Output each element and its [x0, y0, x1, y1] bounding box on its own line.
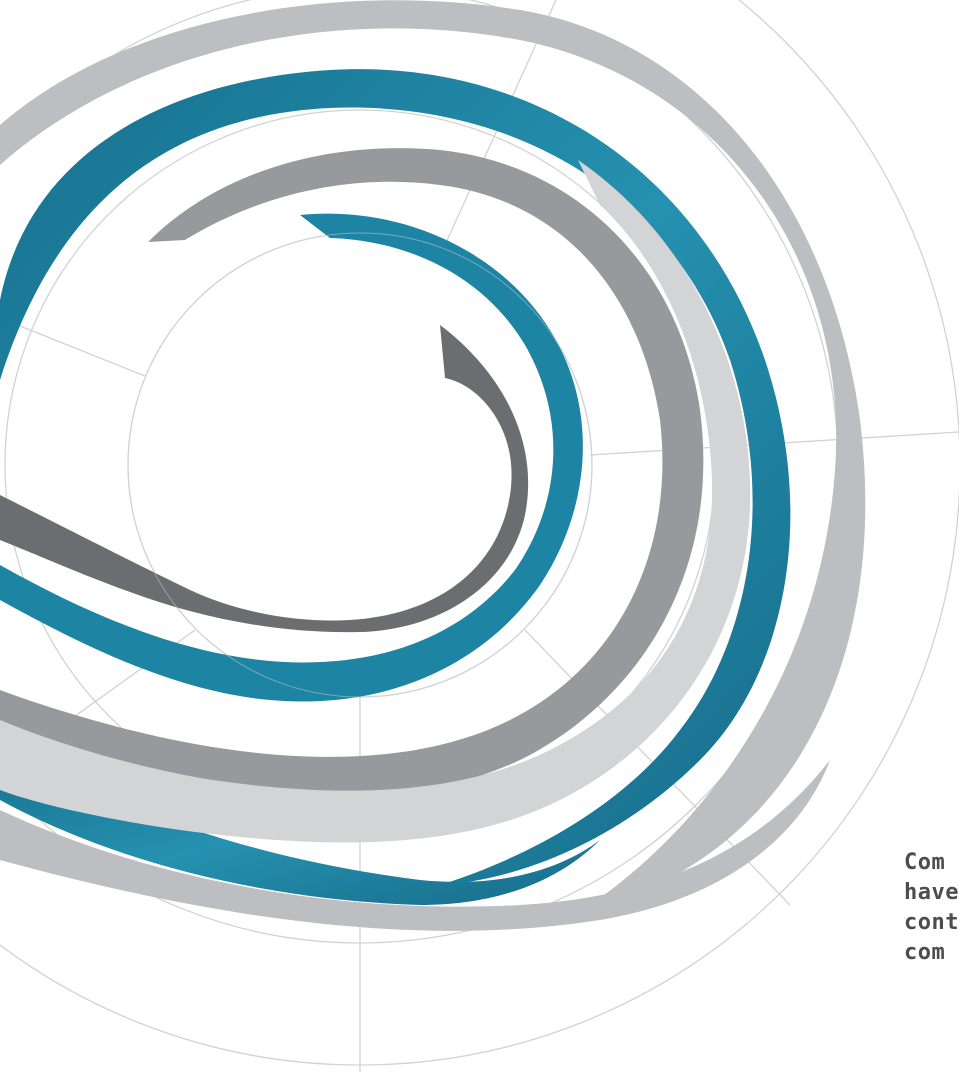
grid-spoke [0, 317, 146, 377]
caption-line: Com [904, 850, 946, 875]
ribbon-gray-light-bottom [0, 760, 830, 931]
ribbon-teal-lower [0, 740, 600, 905]
caption-line: cont [904, 910, 959, 935]
ribbon-gray-light-outer [0, 0, 866, 907]
ribbon-gray-dark [0, 325, 529, 633]
ribbon-gray-mid [0, 148, 704, 800]
caption-line: com [904, 940, 946, 965]
caption-line: have [904, 880, 959, 905]
caption-text-block: Com have cont com [904, 848, 959, 968]
ribbon-gray-pale [0, 160, 751, 843]
